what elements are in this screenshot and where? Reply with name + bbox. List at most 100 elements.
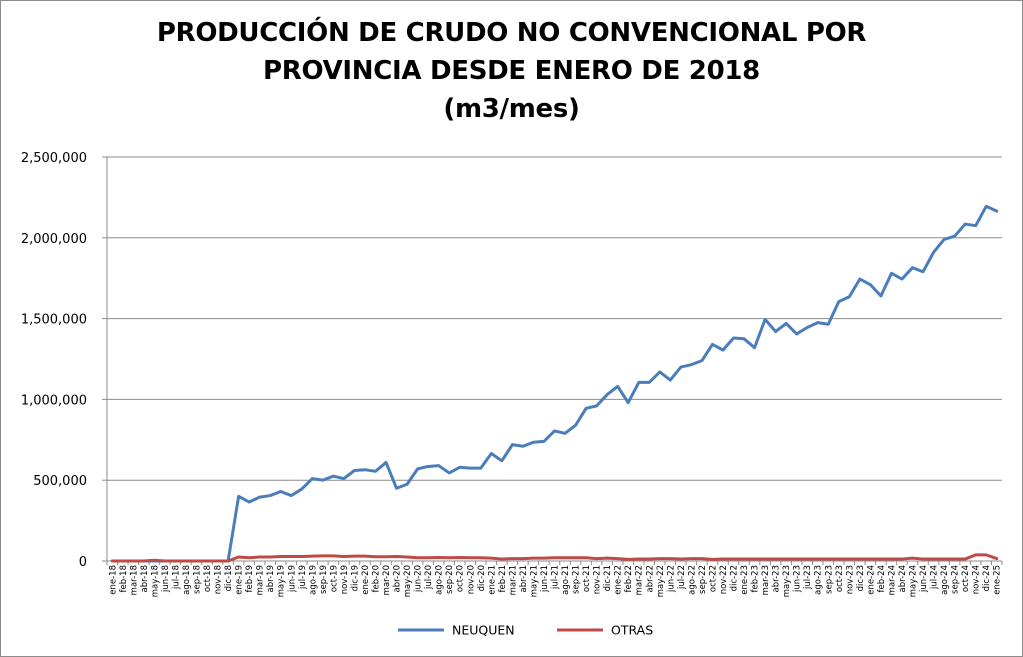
x-tick-label: nov-23 [845,565,855,594]
x-tick-label: jul-24 [930,565,940,590]
x-tick-label: abr-20 [393,565,403,592]
x-tick-label: jul-19 [298,565,308,590]
x-tick-label: mar-18 [129,565,139,595]
chart-title-line-3: (m3/mes) [443,94,580,124]
x-tick-label: ene-20 [361,565,371,595]
x-tick-label: jun-21 [540,565,550,593]
x-tick-label: feb-24 [877,565,887,593]
x-tick-label: mar-19 [256,565,266,595]
legend: NEUQUEN OTRAS [398,623,653,638]
x-tick-label: may-22 [656,565,666,597]
x-tick-label: feb-23 [751,565,761,593]
x-tick-label: sep-19 [319,565,329,594]
x-tick-label: sep-24 [951,565,961,594]
x-tick-label: nov-24 [972,565,982,594]
series-line-neuquen [110,204,999,563]
x-tick-label: jul-21 [551,565,561,590]
x-tick-label: abr-22 [645,565,655,592]
x-tick-label: may-21 [529,565,539,597]
x-tick-label: feb-19 [245,565,255,593]
x-tick-label: may-18 [150,565,160,597]
x-tick-label: jul-20 [424,565,434,590]
x-tick-label: ene-18 [108,565,118,595]
x-tick-label: ene-21 [487,565,497,595]
x-tick-label: ago-18 [182,565,192,595]
chart-title-line-1: PRODUCCIÓN DE CRUDO NO CONVENCIONAL POR [156,18,867,48]
x-tick-label: ene-22 [614,565,624,595]
x-tick-label: may-19 [277,565,287,597]
x-tick-label: oct-19 [329,565,339,592]
x-tick-label: abr-18 [140,565,150,592]
x-tick-label: ago-22 [687,565,697,595]
gridlines [107,156,1002,481]
x-tick-label: dic-21 [603,565,613,591]
x-tick-label: may-20 [403,565,413,597]
x-tick-label: mar-24 [887,565,897,595]
x-tick-label: mar-22 [635,565,645,595]
y-tick-label: 500,000 [33,474,87,489]
x-tick-label: jun-20 [414,565,424,593]
x-tick-label: nov-19 [340,565,350,594]
x-tick-label: abr-24 [898,565,908,592]
x-tick-label: jul-22 [677,565,687,590]
x-tick-label: ago-21 [561,565,571,595]
x-tick-label: oct-21 [582,565,592,592]
x-tick-label: dic-19 [350,565,360,591]
x-tick-label: ago-20 [435,565,445,595]
x-tick-label: oct-20 [456,565,466,592]
x-tick-label: sep-18 [193,565,203,594]
x-tick-label: dic-18 [224,565,234,591]
x-tick-label: feb-18 [119,565,129,593]
x-tick-label: dic-23 [856,565,866,591]
x-tick-label: sep-22 [698,565,708,594]
x-tick-label: jul-18 [171,565,181,590]
x-tick-label: nov-18 [214,565,224,594]
x-tick-label: jun-22 [666,565,676,593]
chart-title-line-2: PROVINCIA DESDE ENERO DE 2018 [263,56,760,86]
legend-label-neuquen: NEUQUEN [452,623,515,638]
x-tick-label: may-23 [782,565,792,597]
x-axis: ene-18 feb-18 mar-18 abr-18 may-18 jun-18 jul-… [106,560,1003,597]
x-tick-label: abr-19 [266,565,276,592]
x-tick-label: mar-21 [508,565,518,595]
x-tick-label: jun-18 [161,565,171,593]
x-tick-label: mar-23 [761,565,771,595]
x-tick-label: oct-22 [708,565,718,592]
x-tick-label: ago-19 [308,565,318,595]
x-tick-label: nov-20 [466,565,476,594]
x-tick-label: jun-23 [793,565,803,593]
x-tick-label: jun-19 [287,565,297,593]
y-tick-label: 1,500,000 [21,313,87,328]
x-tick-label: dic-24 [982,565,992,591]
x-tick-label: ago-23 [814,565,824,595]
legend-label-otras: OTRAS [611,623,653,638]
x-tick-label: sep-20 [445,565,455,594]
x-tick-label: dic-22 [730,565,740,591]
y-axis: 0 500,000 1,000,000 1,500,000 2,000,000 2,500… [21,151,108,570]
x-tick-label: ago-24 [940,565,950,595]
chart-title: PRODUCCIÓN DE CRUDO NO CONVENCIONAL POR … [40,14,983,128]
x-tick-label: feb-20 [372,565,382,593]
y-tick-label: 1,000,000 [21,393,87,408]
x-tick-label: abr-23 [772,565,782,592]
x-tick-label: may-24 [909,565,919,597]
x-tick-label: abr-21 [519,565,529,592]
x-tick-label: ene-23 [740,565,750,595]
x-tick-label: ene-19 [235,565,245,595]
x-tick-label: mar-20 [382,565,392,595]
x-tick-label: nov-21 [593,565,603,594]
x-tick-label: feb-21 [498,565,508,593]
x-tick-label: ene-25 [993,565,1003,595]
y-tick-label: 2,500,000 [21,151,87,166]
x-tick-label: dic-20 [477,565,487,591]
series-lines [110,204,999,563]
x-tick-label: feb-22 [624,565,634,593]
y-tick-label: 0 [79,555,87,570]
x-tick-label: sep-23 [824,565,834,594]
x-tick-label: oct-24 [961,565,971,592]
x-tick-label: ene-24 [866,565,876,595]
x-tick-label: nov-22 [719,565,729,594]
y-tick-label: 2,000,000 [21,232,87,247]
